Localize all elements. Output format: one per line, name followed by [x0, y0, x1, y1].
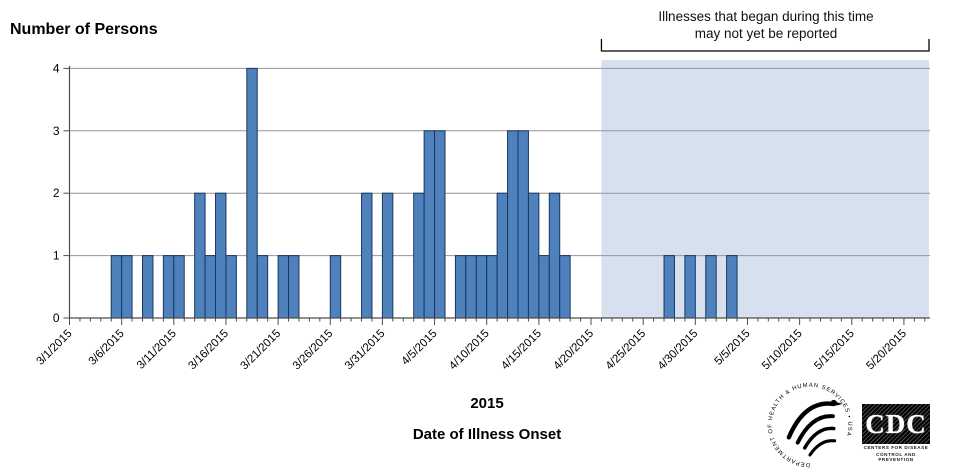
bar: [142, 255, 154, 319]
hhs-eagle-icon: [786, 399, 843, 457]
bar: [361, 192, 373, 319]
cdc-logo-box: CDC: [862, 404, 930, 444]
x-tick-label: 5/5/2015: [712, 328, 752, 368]
bar: [548, 192, 561, 319]
bar: [225, 255, 237, 319]
cdc-logo-text-line1: CENTERS FOR DISEASE: [863, 445, 929, 450]
bar: [121, 255, 133, 319]
x-tick-label: 4/30/2015: [656, 328, 701, 373]
bar: [204, 255, 217, 319]
x-tick-label: 4/10/2015: [447, 328, 492, 373]
bar: [527, 192, 540, 319]
bar: [663, 255, 675, 319]
bar: [454, 255, 467, 319]
bar: [496, 192, 509, 319]
bar: [538, 255, 550, 319]
bar: [434, 130, 446, 319]
bar: [726, 255, 738, 319]
shaded-region: [601, 60, 929, 318]
x-tick-label: 5/20/2015: [864, 328, 909, 373]
annotation-not-yet-reported: Illnesses that began during this time ma…: [600, 8, 932, 42]
x-tick-label: 3/21/2015: [239, 328, 284, 373]
x-axis-title: Date of Illness Onset: [412, 426, 562, 443]
x-tick-label: 3/31/2015: [343, 328, 388, 373]
x-tick-label: 4/15/2015: [499, 328, 544, 373]
bar: [413, 192, 425, 319]
x-tick-label: 4/25/2015: [604, 328, 649, 373]
cdc-logo: CDC CENTERS FOR DISEASE CONTROL AND PREV…: [862, 404, 930, 463]
x-tick-label: 3/6/2015: [87, 328, 127, 368]
cdc-logo-text-line2: CONTROL AND PREVENTION: [876, 451, 916, 463]
bar: [194, 192, 206, 319]
bar: [329, 255, 342, 319]
bar: [475, 255, 488, 319]
x-tick-label: 4/20/2015: [551, 328, 596, 373]
bar: [559, 255, 571, 319]
bar: [507, 130, 519, 319]
bar: [277, 255, 290, 319]
bar: [110, 255, 123, 319]
bar: [705, 255, 717, 319]
x-tick-label: 5/10/2015: [760, 328, 805, 373]
bar: [684, 255, 696, 319]
x-tick-label: 4/5/2015: [400, 328, 440, 368]
x-tick-label: 5/15/2015: [812, 328, 857, 373]
y-tick-label: 2: [53, 186, 60, 200]
bar: [215, 192, 227, 319]
x-tick-label: 3/26/2015: [291, 328, 336, 373]
bar: [162, 255, 175, 319]
y-tick-label: 1: [53, 249, 60, 263]
bar: [173, 255, 185, 319]
cdc-acronym: CDC: [865, 408, 927, 439]
bar: [381, 192, 394, 319]
x-axis-year-label: 2015: [470, 395, 504, 412]
annotation-line-1: Illnesses that began during this time: [658, 9, 874, 24]
hhs-logo: DEPARTMENT OF HEALTH & HUMAN SERVICES • …: [768, 383, 852, 468]
y-tick-label: 4: [53, 61, 60, 75]
annotation-line-2: may not yet be reported: [694, 26, 838, 41]
bar: [246, 67, 258, 319]
x-tick-label: 3/1/2015: [34, 328, 74, 368]
bar: [423, 130, 436, 319]
bar: [517, 130, 529, 319]
y-axis-title: Number of Persons: [10, 21, 158, 38]
bar: [288, 255, 300, 319]
bar: [486, 255, 498, 319]
y-tick-label: 3: [53, 124, 60, 138]
x-tick-label: 3/11/2015: [135, 328, 179, 372]
x-tick-label: 3/16/2015: [186, 328, 231, 373]
bar: [465, 255, 477, 319]
bar: [256, 255, 269, 319]
y-tick-label: 0: [53, 311, 60, 325]
